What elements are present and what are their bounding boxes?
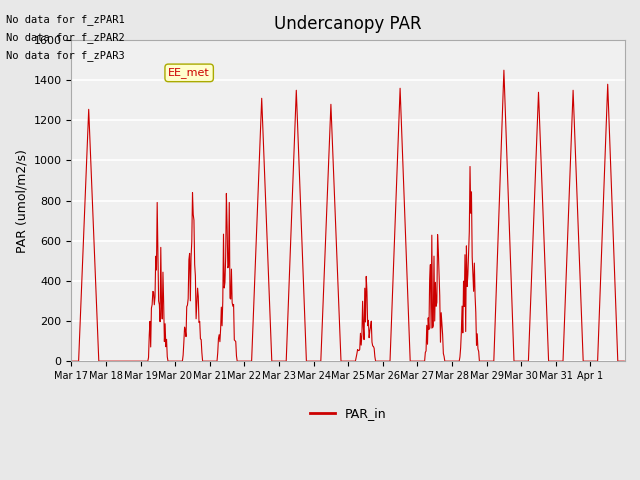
Text: No data for f_zPAR3: No data for f_zPAR3 xyxy=(6,50,125,61)
Y-axis label: PAR (umol/m2/s): PAR (umol/m2/s) xyxy=(15,149,28,252)
Text: EE_met: EE_met xyxy=(168,67,210,78)
Text: No data for f_zPAR2: No data for f_zPAR2 xyxy=(6,32,125,43)
Legend: PAR_in: PAR_in xyxy=(305,403,392,425)
Text: No data for f_zPAR1: No data for f_zPAR1 xyxy=(6,13,125,24)
Title: Undercanopy PAR: Undercanopy PAR xyxy=(275,15,422,33)
